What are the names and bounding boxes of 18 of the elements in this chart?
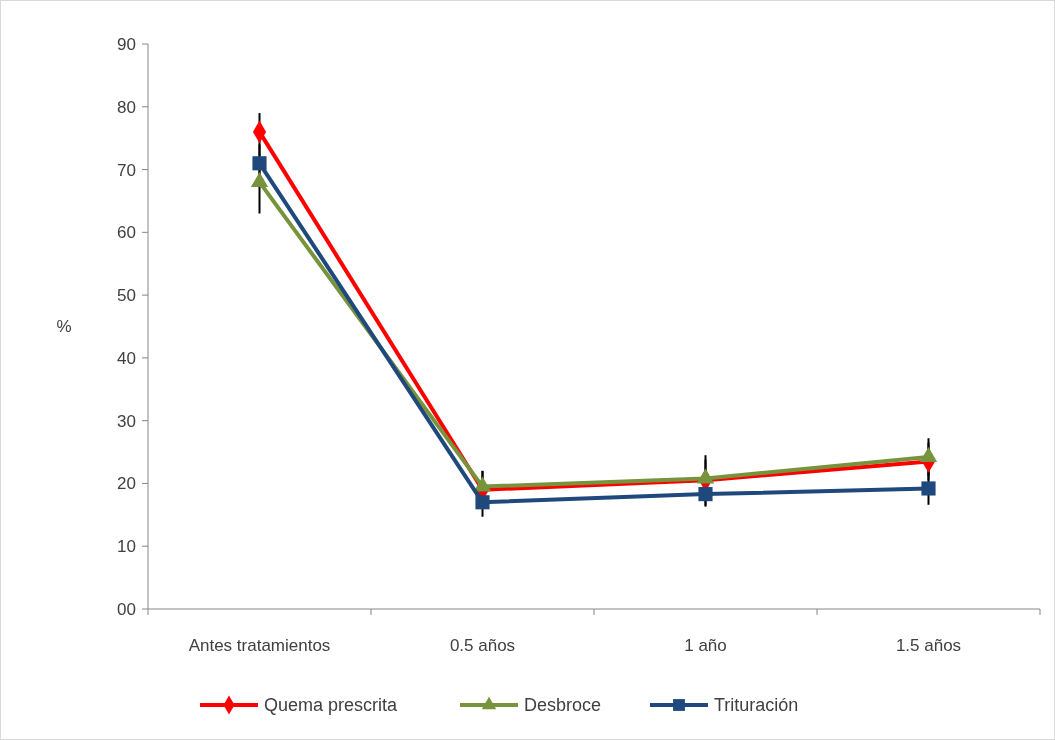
legend-label: Quema prescrita xyxy=(264,695,399,716)
legend-label: Desbroce xyxy=(524,695,602,716)
y-tick-label: 80 xyxy=(117,97,136,117)
x-tick-label: 0.5 años xyxy=(449,636,516,655)
y-tick-label: 90 xyxy=(117,34,136,54)
y-tick-label: 70 xyxy=(117,160,136,180)
y-tick-label: 30 xyxy=(117,411,136,431)
y-tick-label: 50 xyxy=(117,286,136,306)
y-tick-label: 10 xyxy=(117,537,136,557)
x-tick-label: 1.5 años xyxy=(895,636,962,655)
y-tick-label: 40 xyxy=(117,348,136,368)
y-tick-label: 60 xyxy=(117,223,136,243)
y-tick-label: 00 xyxy=(117,599,136,619)
legend-label: Trituración xyxy=(714,695,799,716)
x-tick-label: Antes tratamientos xyxy=(188,636,331,655)
y-axis-title: % xyxy=(56,317,72,337)
y-tick-label: 20 xyxy=(117,474,136,494)
x-tick-label: 1 año xyxy=(684,636,727,655)
